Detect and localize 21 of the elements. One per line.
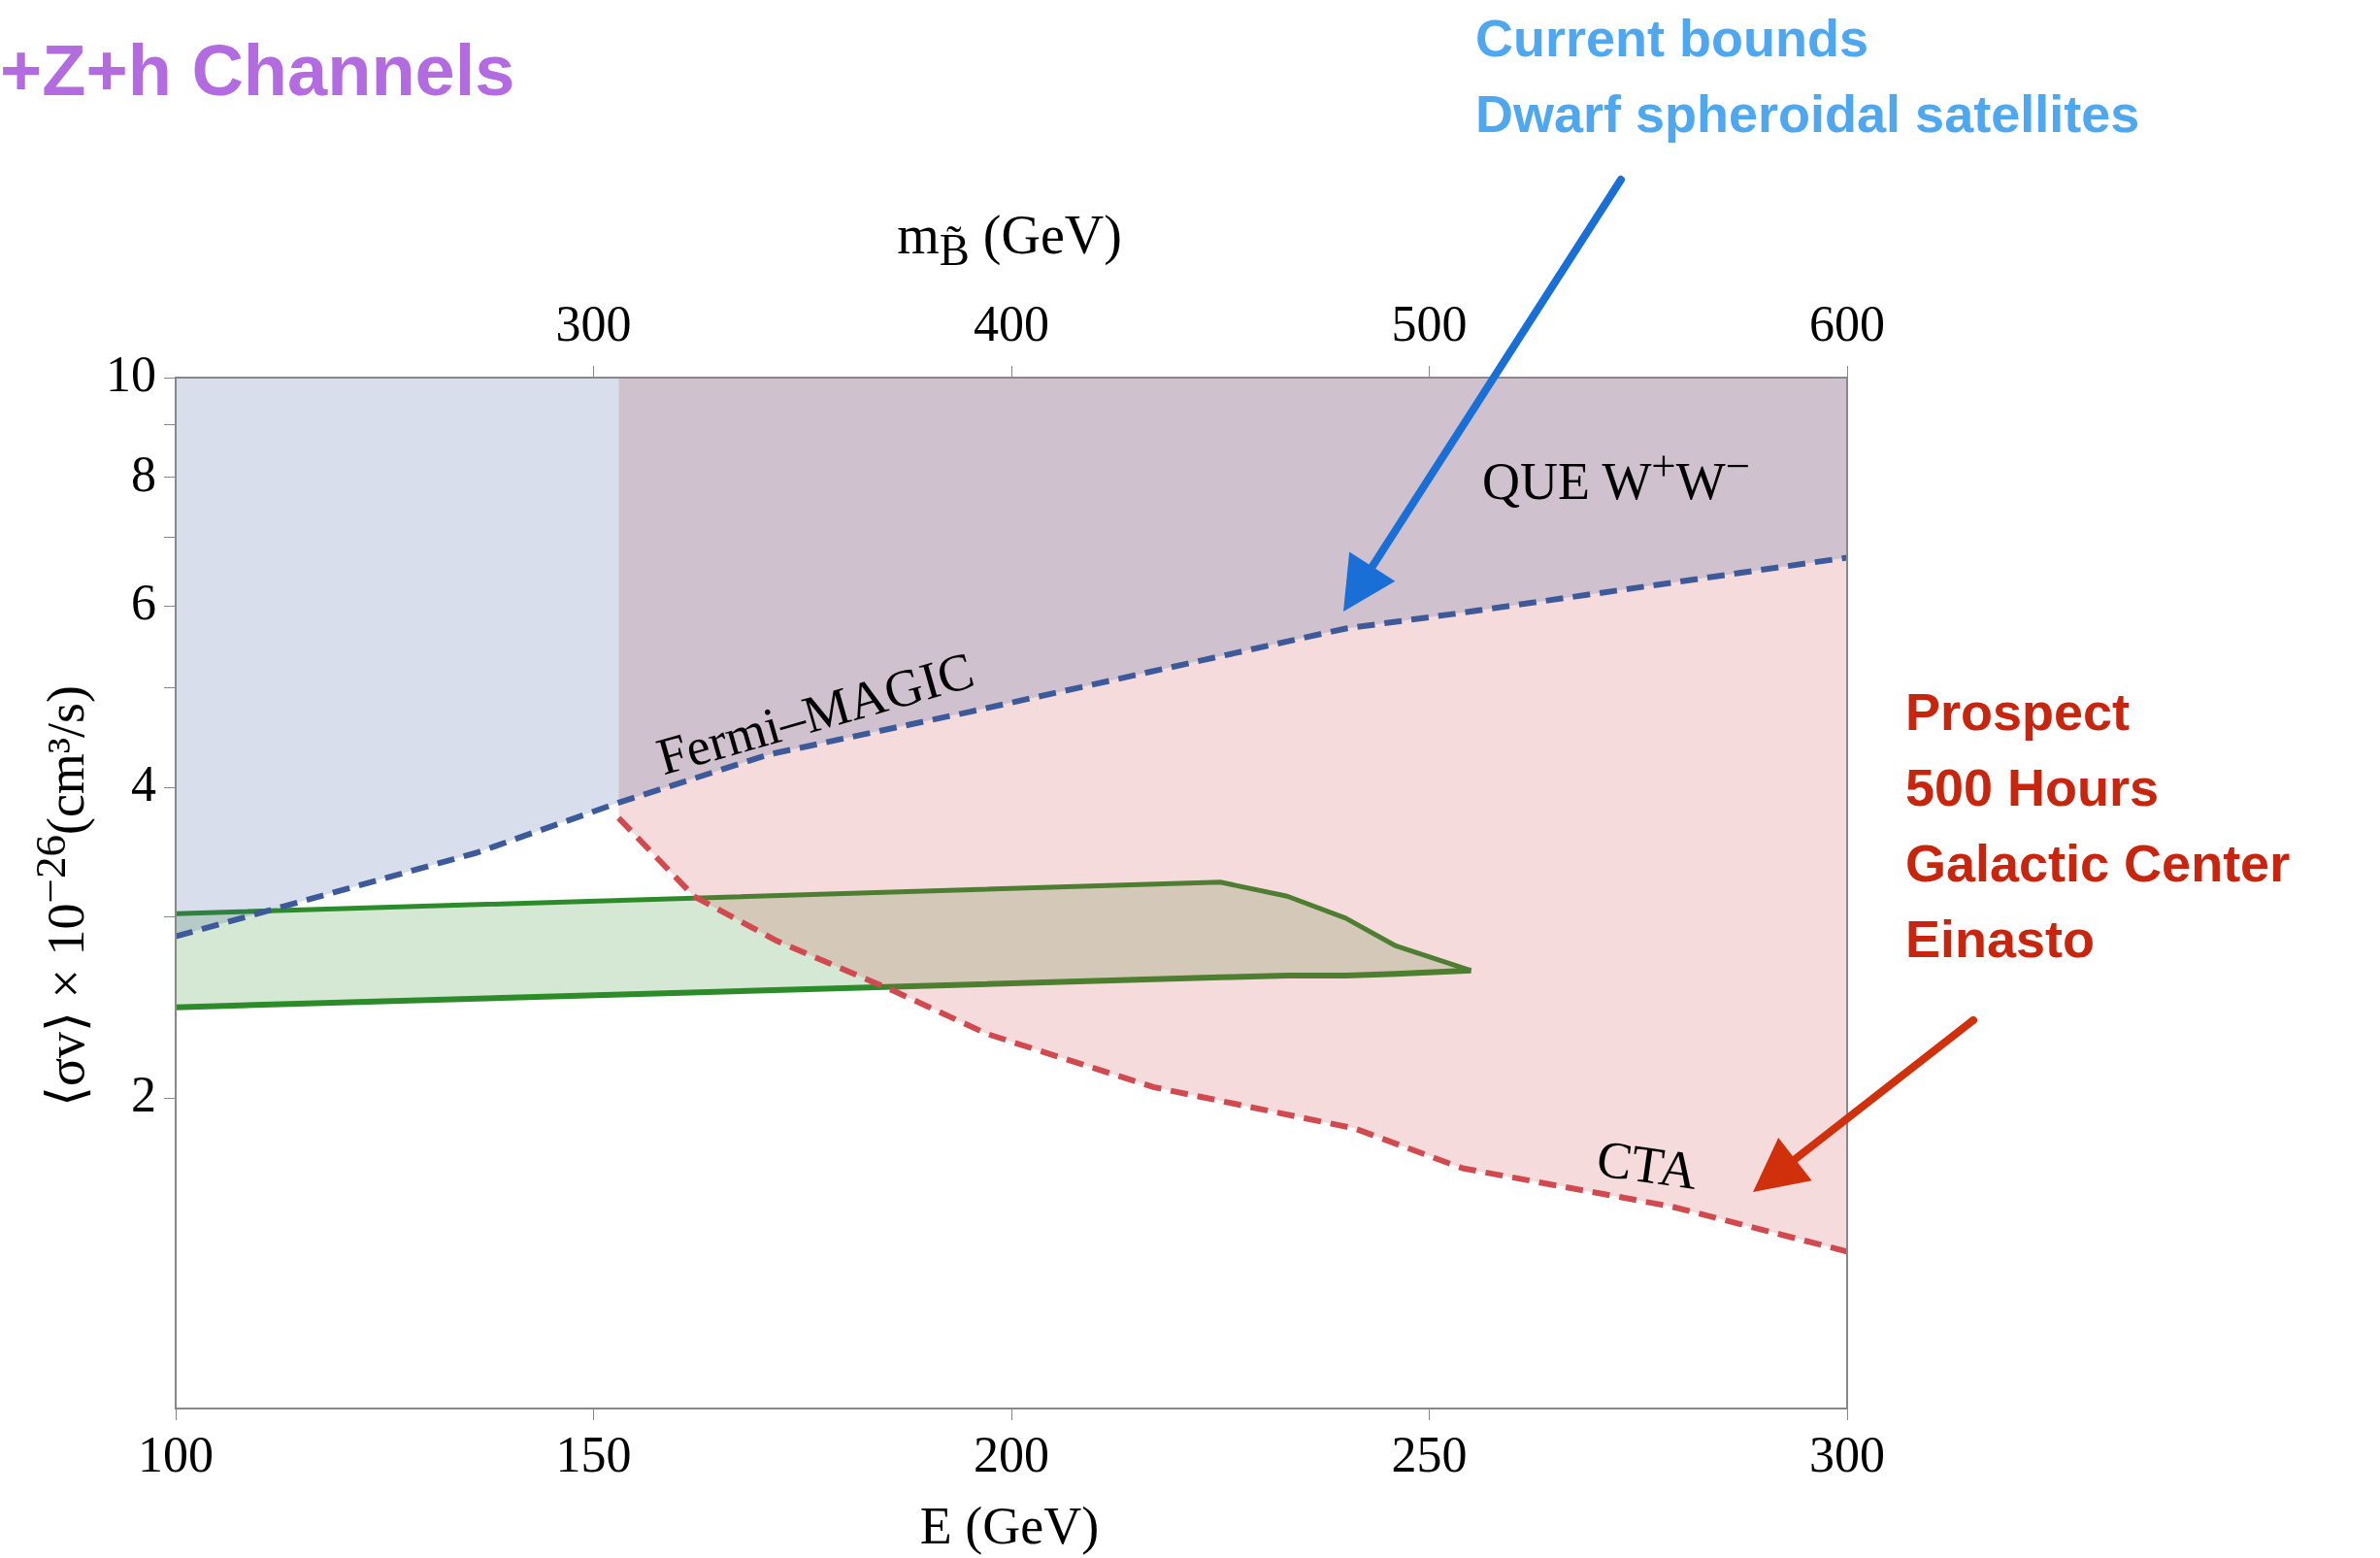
y-tick-label: 4 <box>131 756 156 812</box>
chart-title: +Z+h Channels <box>0 29 515 113</box>
x-tick-label: 200 <box>974 1426 1049 1482</box>
x-tick-label: 150 <box>555 1426 632 1482</box>
x-tick-label: 100 <box>138 1426 214 1482</box>
x-axis-title: E (GeV) <box>919 1496 1100 1556</box>
y-tick-label: 6 <box>131 575 156 631</box>
annotation: CTA <box>1593 1128 1702 1202</box>
x-tick-label: 250 <box>1391 1426 1468 1482</box>
text: Prospect 500 Hours Galactic Center Einasto <box>1905 681 2291 970</box>
x2-tick-label: 600 <box>1809 296 1885 352</box>
y-tick-label: 8 <box>131 446 156 502</box>
y-tick-label: 2 <box>131 1066 156 1122</box>
y-tick-label: 10 <box>106 346 156 402</box>
x2-tick-label: 500 <box>1391 296 1468 352</box>
x2-tick-label: 400 <box>974 296 1049 352</box>
annotation: QUE W$^{+}$W$^{−}$ <box>1481 440 1751 512</box>
x2-axis-title: m$_{B̃}$ (GeV) <box>897 203 1122 277</box>
text: Current bounds Dwarf spheroidal satellites <box>1475 8 2140 145</box>
x2-tick-label: 300 <box>555 296 632 352</box>
x-tick-label: 300 <box>1809 1426 1885 1482</box>
